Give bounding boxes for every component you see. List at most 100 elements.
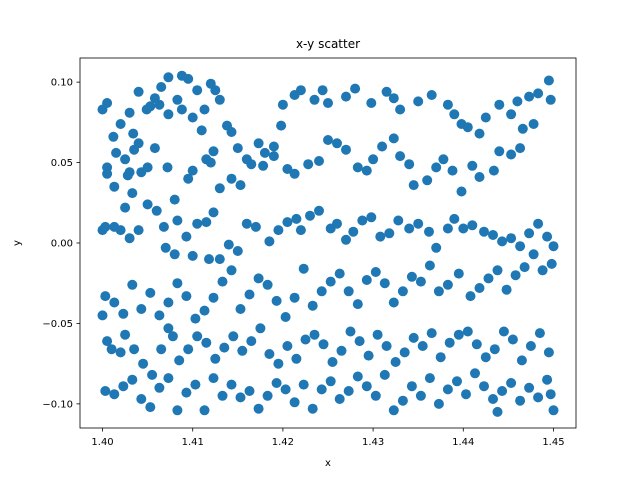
data-point <box>167 331 178 342</box>
data-point <box>431 242 442 253</box>
data-point <box>289 397 300 408</box>
data-point <box>332 138 342 149</box>
data-point <box>219 342 230 353</box>
data-point <box>192 331 203 342</box>
data-point <box>253 138 264 149</box>
data-point <box>433 398 444 409</box>
data-point <box>187 165 198 176</box>
data-point <box>124 233 135 244</box>
data-point <box>109 297 120 308</box>
data-point <box>172 94 183 105</box>
data-point <box>172 215 183 226</box>
data-point <box>352 299 363 310</box>
data-point <box>424 373 435 384</box>
data-point <box>129 344 140 355</box>
data-point <box>295 225 306 236</box>
data-point <box>190 313 201 324</box>
data-point <box>160 242 171 253</box>
data-point <box>199 405 210 416</box>
data-point <box>542 231 553 242</box>
data-point <box>424 226 434 237</box>
data-point <box>494 146 505 157</box>
data-point <box>462 122 473 133</box>
data-point <box>145 402 156 413</box>
data-point <box>515 241 526 252</box>
data-point <box>149 143 160 154</box>
data-point <box>133 225 144 236</box>
data-point <box>282 217 293 228</box>
data-point <box>370 267 381 277</box>
data-point <box>183 173 194 184</box>
data-point <box>120 202 131 213</box>
data-point <box>241 218 252 229</box>
data-point <box>226 379 237 390</box>
data-point <box>300 334 311 345</box>
data-point <box>237 345 248 356</box>
data-point <box>145 287 156 298</box>
data-point <box>235 304 246 314</box>
data-point <box>154 310 165 321</box>
y-tick-label: −0.10 <box>42 399 73 410</box>
y-tick-label: −0.05 <box>42 319 73 330</box>
data-point <box>533 88 544 99</box>
data-point <box>543 347 554 358</box>
data-point <box>334 394 345 404</box>
y-tick-label: 0.10 <box>51 78 73 89</box>
data-point <box>264 349 275 359</box>
data-point <box>97 225 108 236</box>
data-point <box>336 345 347 356</box>
data-point <box>115 347 126 358</box>
data-point <box>226 265 237 276</box>
data-point <box>422 175 433 186</box>
data-point <box>334 268 345 279</box>
data-point <box>453 268 464 279</box>
data-point <box>298 379 309 390</box>
data-point <box>163 297 174 308</box>
data-point <box>388 297 399 308</box>
data-point <box>426 90 437 100</box>
data-point <box>276 120 287 131</box>
data-point <box>232 143 243 154</box>
data-point <box>163 72 174 83</box>
data-point <box>127 374 138 385</box>
data-point <box>528 249 539 260</box>
data-point <box>183 73 194 84</box>
data-point <box>379 278 390 289</box>
data-point <box>190 379 201 390</box>
data-point <box>273 225 284 236</box>
data-point <box>141 104 152 115</box>
data-point <box>413 218 424 229</box>
data-point <box>399 347 410 358</box>
x-axis-ticks: 1.40 1.41 1.42 1.43 1.44 1.45 <box>91 428 565 448</box>
data-point <box>271 378 282 388</box>
data-point <box>515 143 526 154</box>
data-point <box>174 355 185 366</box>
data-point <box>370 390 381 401</box>
data-point <box>109 221 120 232</box>
data-point <box>147 369 158 380</box>
data-point <box>388 405 399 416</box>
data-point <box>163 109 174 120</box>
data-point <box>210 85 221 96</box>
data-point <box>361 275 372 285</box>
data-point <box>136 394 147 404</box>
data-point <box>187 250 198 261</box>
data-point <box>323 98 333 108</box>
data-point <box>467 220 478 231</box>
data-point <box>417 341 428 351</box>
data-point <box>282 164 293 174</box>
x-tick-label: 1.42 <box>272 437 294 448</box>
data-point <box>192 85 203 96</box>
data-point <box>524 382 535 393</box>
data-point <box>325 376 336 387</box>
data-point <box>214 94 225 105</box>
data-point <box>289 292 300 303</box>
data-point <box>172 405 183 416</box>
data-point <box>381 341 392 351</box>
data-point <box>106 344 117 355</box>
data-point <box>467 160 478 171</box>
data-point <box>109 181 120 192</box>
data-point <box>118 308 129 319</box>
